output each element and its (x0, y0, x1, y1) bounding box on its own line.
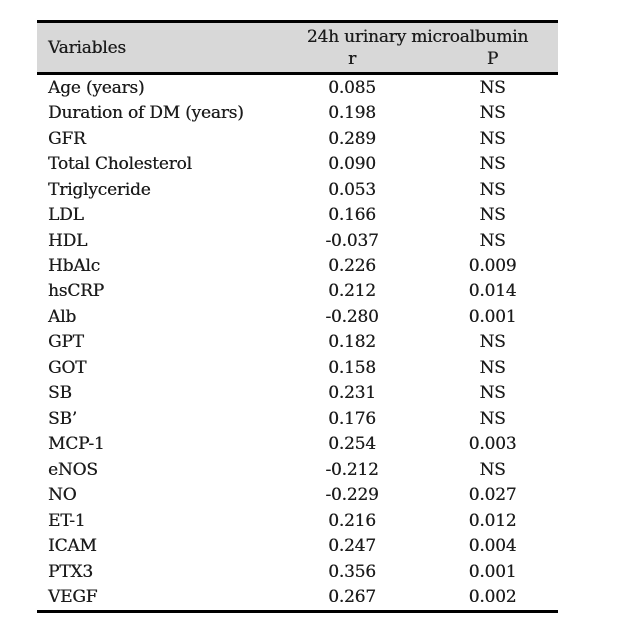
variables-column-header: Variables (48, 37, 126, 58)
table-row: GFR 0.289 NS (37, 126, 558, 151)
p-value-cell: NS (479, 383, 506, 404)
variable-cell: Total Cholesterol (48, 154, 192, 175)
table-row: GPT 0.182 NS (37, 330, 558, 355)
p-value-cell: NS (479, 459, 506, 480)
p-value-cell: 0.009 (468, 256, 517, 277)
p-column-header: P (486, 49, 499, 69)
p-value-cell: NS (479, 103, 506, 124)
p-value-cell: 0.014 (468, 281, 517, 302)
table-row: Alb -0.280 0.001 (37, 304, 558, 329)
p-value-cell: 0.003 (468, 434, 517, 455)
variable-cell: Duration of DM (years) (48, 103, 244, 124)
p-value-cell: NS (479, 77, 506, 98)
table-header: Variables 24h urinary microalbumin r P (37, 23, 558, 75)
table-row: Duration of DM (years) 0.198 NS (37, 100, 558, 125)
variable-cell: Triglyceride (48, 179, 151, 200)
variable-cell: HbAlc (48, 256, 100, 277)
r-value-cell: 0.231 (328, 383, 376, 404)
variable-cell: ICAM (48, 536, 97, 557)
table-row: hsCRP 0.212 0.014 (37, 279, 558, 304)
variable-cell: HDL (48, 230, 88, 251)
p-value-cell: 0.002 (468, 587, 517, 608)
r-value-cell: 0.212 (328, 281, 376, 302)
r-value-cell: -0.280 (325, 306, 379, 327)
variable-cell: ET-1 (48, 510, 86, 531)
table-row: GOT 0.158 NS (37, 355, 558, 380)
group-header-cell: 24h urinary microalbumin r P (277, 23, 558, 72)
table-row: MCP-1 0.254 0.003 (37, 432, 558, 457)
r-value-cell: 0.247 (328, 536, 376, 557)
r-value-cell: 0.053 (328, 179, 376, 200)
r-value-cell: -0.229 (325, 485, 379, 506)
table-row: SB’ 0.176 NS (37, 406, 558, 431)
variable-cell: Alb (48, 306, 76, 327)
r-value-cell: -0.212 (325, 459, 379, 480)
variable-cell: MCP-1 (48, 434, 105, 455)
table-row: ET-1 0.216 0.012 (37, 508, 558, 533)
variable-cell: GPT (48, 332, 84, 353)
table-row: HbAlc 0.226 0.009 (37, 253, 558, 278)
p-value-cell: 0.001 (468, 561, 517, 582)
variable-cell: SB (48, 383, 72, 404)
r-value-cell: 0.267 (328, 587, 376, 608)
p-value-cell: NS (479, 128, 506, 149)
correlation-table: Variables 24h urinary microalbumin r P A… (37, 20, 558, 613)
p-value-cell: NS (479, 205, 506, 226)
variable-cell: SB’ (48, 408, 77, 429)
variable-cell: eNOS (48, 459, 98, 480)
p-value-cell: 0.004 (468, 536, 517, 557)
p-value-cell: NS (479, 230, 506, 251)
r-value-cell: 0.226 (328, 256, 376, 277)
subcolumn-headers: r P (277, 49, 558, 70)
r-value-cell: 0.085 (328, 77, 376, 98)
table-row: Triglyceride 0.053 NS (37, 177, 558, 202)
variable-cell: Age (years) (48, 77, 145, 98)
table-row: Age (years) 0.085 NS (37, 75, 558, 100)
r-value-cell: 0.176 (328, 408, 376, 429)
p-value-cell: 0.001 (468, 306, 517, 327)
variable-cell: VEGF (48, 587, 98, 608)
r-value-cell: -0.037 (325, 230, 379, 251)
variable-cell: PTX3 (48, 561, 93, 582)
table-row: PTX3 0.356 0.001 (37, 559, 558, 584)
p-value-cell: 0.027 (468, 485, 517, 506)
table-row: NO -0.229 0.027 (37, 483, 558, 508)
r-value-cell: 0.158 (328, 357, 376, 378)
r-value-cell: 0.166 (328, 205, 376, 226)
p-value-cell: NS (479, 332, 506, 353)
p-value-cell: NS (479, 154, 506, 175)
table-row: HDL -0.037 NS (37, 228, 558, 253)
r-value-cell: 0.289 (328, 128, 376, 149)
p-value-cell: NS (479, 408, 506, 429)
variable-cell: hsCRP (48, 281, 104, 302)
table-row: VEGF 0.267 0.002 (37, 584, 558, 609)
table-body: Age (years) 0.085 NS Duration of DM (yea… (37, 75, 558, 610)
table-row: eNOS -0.212 NS (37, 457, 558, 482)
r-value-cell: 0.216 (328, 510, 376, 531)
p-value-cell: 0.012 (468, 510, 517, 531)
table-row: SB 0.231 NS (37, 381, 558, 406)
table-row: Total Cholesterol 0.090 NS (37, 151, 558, 176)
variable-cell: LDL (48, 205, 84, 226)
table-row: LDL 0.166 NS (37, 202, 558, 227)
variable-cell: GOT (48, 357, 87, 378)
r-value-cell: 0.198 (328, 103, 376, 124)
p-value-cell: NS (479, 179, 506, 200)
group-header-label: 24h urinary microalbumin (306, 27, 529, 47)
r-value-cell: 0.356 (328, 561, 376, 582)
p-value-cell: NS (479, 357, 506, 378)
variable-cell: NO (48, 485, 77, 506)
variable-cell: GFR (48, 128, 86, 149)
r-value-cell: 0.182 (328, 332, 376, 353)
r-value-cell: 0.254 (328, 434, 376, 455)
r-value-cell: 0.090 (328, 154, 376, 175)
r-column-header: r (348, 49, 356, 69)
table-row: ICAM 0.247 0.004 (37, 533, 558, 558)
